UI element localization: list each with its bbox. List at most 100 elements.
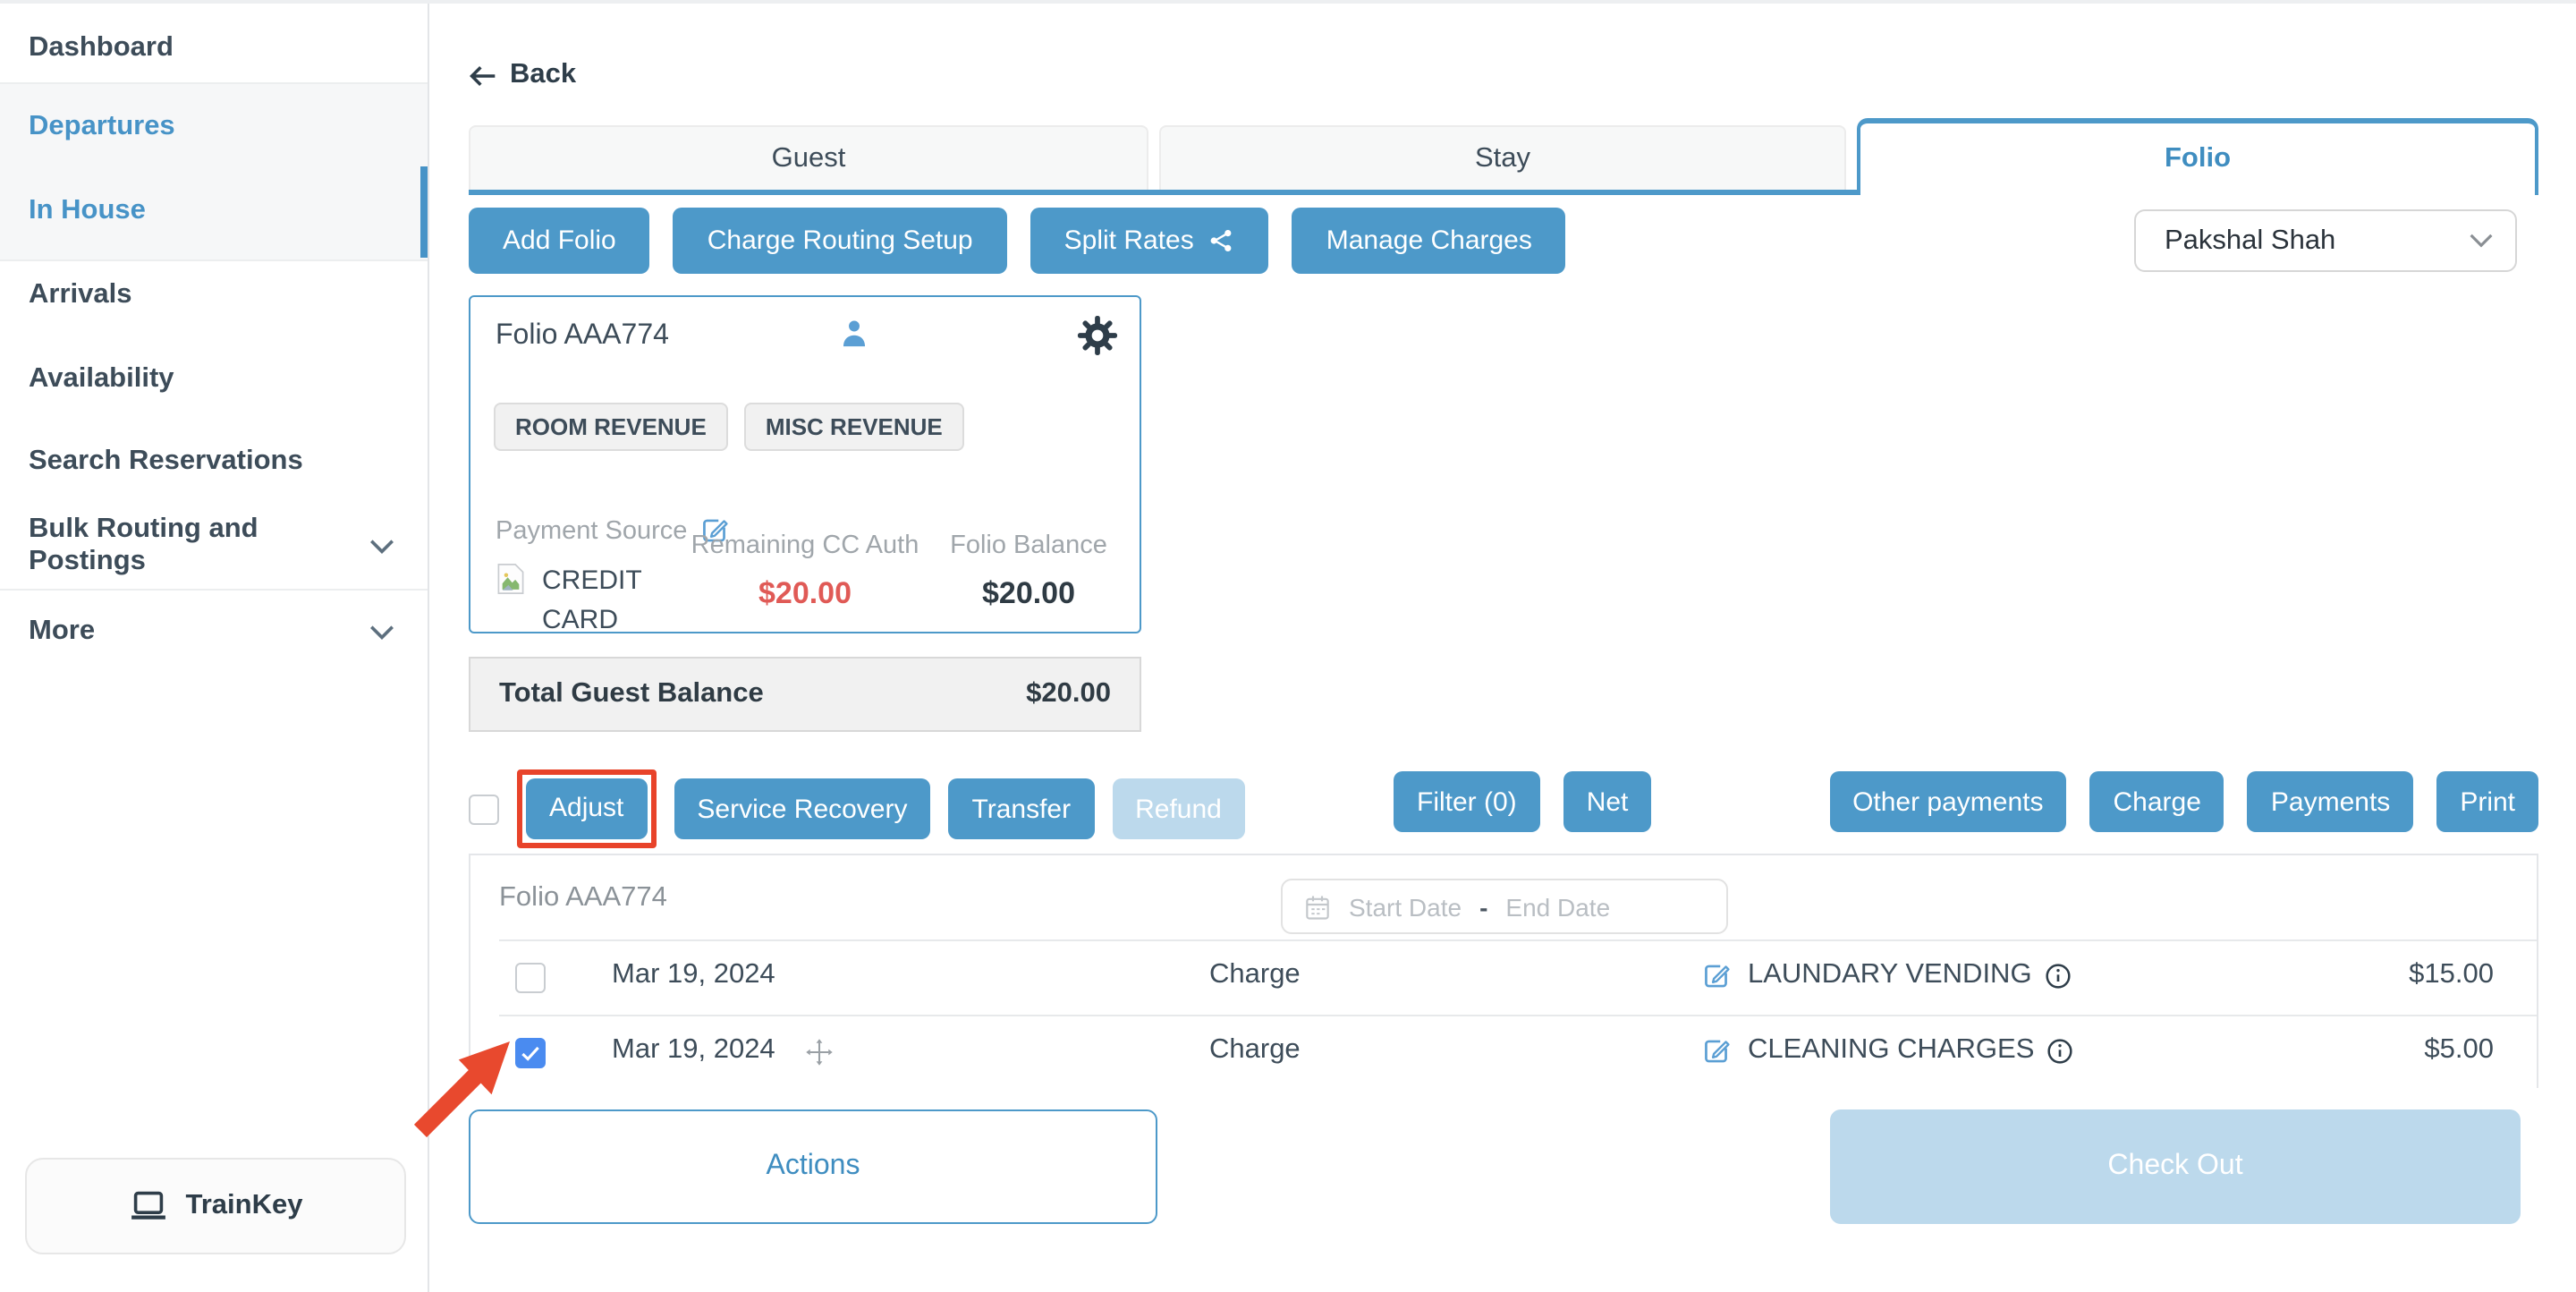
date-range-picker[interactable]: Start Date - End Date — [1281, 879, 1728, 934]
row-checkbox[interactable] — [515, 963, 546, 993]
info-icon[interactable] — [2046, 1037, 2073, 1064]
trainkey-label: TrainKey — [185, 1190, 303, 1220]
folio-toolbar: Add Folio Charge Routing Setup Split Rat… — [469, 208, 1566, 274]
transfer-button[interactable]: Transfer — [948, 778, 1095, 839]
folio-table-header: Folio AAA774 Start Date - End Date — [470, 855, 2537, 939]
row-type: Charge — [1209, 959, 1301, 990]
edit-icon[interactable] — [1701, 1036, 1732, 1067]
sidebar-item-dashboard[interactable]: Dashboard — [0, 7, 428, 89]
trainkey-button[interactable]: TrainKey — [25, 1158, 406, 1254]
sidebar-item-label: Arrivals — [29, 279, 132, 310]
gear-icon[interactable] — [1077, 315, 1118, 365]
sidebar-item-label: Bulk Routing and Postings — [29, 514, 258, 576]
row-description: CLEANING CHARGES — [1748, 1034, 2073, 1067]
tag-room-revenue: ROOM REVENUE — [494, 403, 728, 451]
sidebar-item-label: Departures — [29, 111, 175, 141]
sidebar-item-bulk-routing[interactable]: Bulk Routing and Postings — [0, 505, 428, 587]
net-button[interactable]: Net — [1563, 771, 1652, 832]
row-type: Charge — [1209, 1034, 1301, 1065]
info-icon[interactable] — [2045, 962, 2072, 989]
row-description: LAUNDARY VENDING — [1748, 959, 2072, 991]
sidebar-item-more[interactable]: More — [0, 591, 428, 673]
button-label: Transfer — [971, 794, 1072, 824]
button-label: Print — [2460, 786, 2515, 817]
button-label: Other payments — [1852, 786, 2044, 817]
manage-charges-button[interactable]: Manage Charges — [1292, 208, 1566, 274]
tab-label: Folio — [2164, 143, 2232, 174]
folio-balance: Folio Balance $20.00 — [939, 531, 1118, 612]
broken-image-icon — [496, 562, 526, 596]
active-item-indicator-bar — [420, 166, 428, 258]
chevron-down-icon — [369, 624, 395, 640]
tab-folio[interactable]: Folio — [1857, 118, 2538, 195]
back-button[interactable]: Back — [469, 59, 576, 91]
refund-button[interactable]: Refund — [1112, 778, 1245, 839]
tab-label: Stay — [1474, 142, 1530, 173]
actions-button[interactable]: Actions — [469, 1109, 1157, 1224]
tab-stay[interactable]: Stay — [1159, 125, 1846, 190]
sidebar-item-label: In House — [29, 195, 146, 225]
table-row[interactable]: Mar 19, 2024 Charge LAUNDARY VENDING $15… — [470, 939, 2537, 1015]
sidebar-item-departures[interactable]: Departures — [0, 86, 428, 168]
payment-source-label: Payment Source — [496, 516, 688, 545]
back-label: Back — [510, 59, 577, 89]
sidebar-divider — [0, 589, 428, 591]
check-out-button[interactable]: Check Out — [1830, 1109, 2521, 1224]
sidebar-item-arrivals[interactable]: Arrivals — [0, 254, 428, 336]
button-label: Net — [1586, 786, 1629, 817]
guest-select-value: Pakshal Shah — [2165, 225, 2336, 255]
folio-table-title: Folio AAA774 — [499, 882, 667, 913]
row-amount: $5.00 — [2424, 1034, 2494, 1065]
table-row[interactable]: Mar 19, 2024 Charge CLEANING CHARGES $5.… — [470, 1015, 2537, 1090]
button-label: Filter (0) — [1417, 786, 1517, 817]
adjust-button[interactable]: Adjust — [526, 778, 648, 839]
button-label: Split Rates — [1063, 225, 1194, 256]
split-rates-button[interactable]: Split Rates — [1030, 208, 1269, 274]
charge-button[interactable]: Charge — [2089, 771, 2224, 832]
sidebar-item-label: Search Reservations — [29, 446, 303, 476]
add-folio-button[interactable]: Add Folio — [469, 208, 650, 274]
other-payments-button[interactable]: Other payments — [1829, 771, 2067, 832]
move-handle-icon[interactable] — [805, 1038, 834, 1067]
remaining-cc-auth-value: $20.00 — [758, 576, 852, 610]
service-recovery-button[interactable]: Service Recovery — [674, 778, 931, 839]
sidebar-item-search-reservations[interactable]: Search Reservations — [0, 421, 428, 503]
total-guest-balance-bar: Total Guest Balance $20.00 — [469, 657, 1141, 732]
sidebar-item-label: Availability — [29, 363, 174, 394]
row-checkbox-checked[interactable] — [515, 1038, 546, 1068]
person-icon[interactable] — [839, 315, 869, 361]
sidebar-item-in-house[interactable]: In House — [0, 170, 428, 252]
payment-method-label: CREDIT CARD — [542, 565, 642, 635]
folio-actions-row: Adjust Service Recovery Transfer Refund … — [469, 769, 2538, 848]
remaining-cc-auth: Remaining CC Auth $20.00 — [689, 531, 921, 612]
edit-icon[interactable] — [1701, 961, 1732, 991]
sidebar-item-availability[interactable]: Availability — [0, 338, 428, 421]
select-all-checkbox[interactable] — [469, 794, 499, 824]
start-date-placeholder[interactable]: Start Date — [1349, 892, 1462, 921]
folio-card: Folio AAA774 ROOM REVE — [469, 295, 1141, 635]
charge-routing-setup-button[interactable]: Charge Routing Setup — [673, 208, 1007, 274]
button-label: Manage Charges — [1326, 225, 1532, 256]
payments-button[interactable]: Payments — [2247, 771, 2414, 832]
tab-guest[interactable]: Guest — [469, 125, 1148, 190]
row-date: Mar 19, 2024 — [612, 959, 775, 990]
print-button[interactable]: Print — [2436, 771, 2538, 832]
button-label: Actions — [766, 1151, 860, 1181]
share-icon — [1208, 227, 1235, 254]
charge-name: LAUNDARY VENDING — [1748, 959, 2032, 990]
payment-source: Payment Source — [496, 515, 730, 546]
edit-icon[interactable] — [699, 515, 730, 546]
button-label: Check Out — [2107, 1151, 2243, 1181]
payment-method: CREDIT CARD — [496, 562, 660, 640]
guest-select-dropdown[interactable]: Pakshal Shah — [2134, 209, 2517, 272]
remaining-cc-auth-label: Remaining CC Auth — [691, 531, 919, 560]
total-guest-balance-value: $20.00 — [1026, 678, 1111, 709]
filter-button[interactable]: Filter (0) — [1394, 771, 1540, 832]
row-divider — [499, 939, 2537, 941]
row-amount: $15.00 — [2409, 959, 2494, 990]
sidebar-item-label: Dashboard — [29, 32, 174, 63]
end-date-placeholder[interactable]: End Date — [1505, 892, 1611, 921]
chevron-down-icon — [369, 538, 395, 554]
folio-table-panel: Folio AAA774 Start Date - End Date Mar 1… — [469, 854, 2538, 1088]
